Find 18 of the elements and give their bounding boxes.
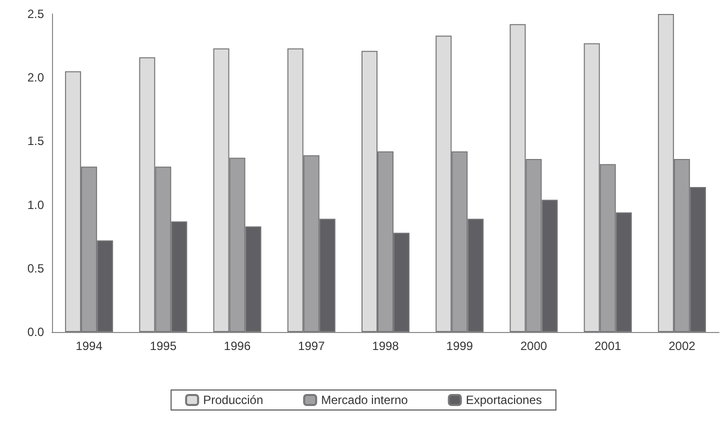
y-tick-label: 1.0 [27, 198, 44, 212]
y-tick-label: 0.5 [27, 261, 44, 276]
legend-label: Mercado interno [321, 393, 408, 407]
y-tick-label: 2.5 [27, 7, 44, 21]
x-tick-label: 2001 [594, 339, 622, 353]
x-tick-label: 1999 [446, 339, 474, 353]
x-tick-label: 1997 [298, 339, 326, 353]
y-tick-label: 1.5 [27, 134, 44, 148]
y-tick-label: 2.0 [27, 70, 44, 85]
x-tick-label: 2002 [668, 339, 696, 353]
legend-label: Exportaciones [466, 393, 542, 407]
x-tick-label: 1996 [224, 339, 251, 353]
x-tick-label: 2000 [520, 339, 548, 353]
legend-label: Producción [203, 393, 264, 407]
x-tick-label: 1995 [150, 339, 177, 353]
x-tick-label: 1994 [76, 339, 103, 353]
y-tick-label: 0.0 [27, 325, 44, 339]
x-tick-label: 1998 [372, 339, 400, 353]
